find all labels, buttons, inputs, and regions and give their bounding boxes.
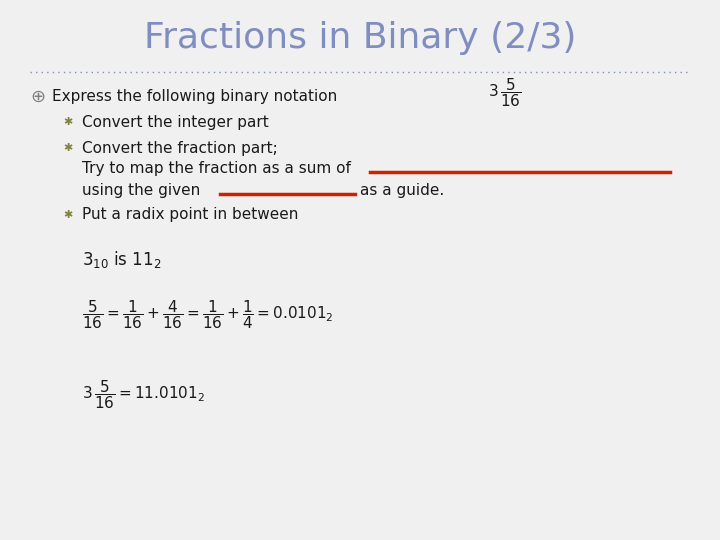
- Text: using the given: using the given: [82, 183, 200, 198]
- Text: ✱: ✱: [63, 117, 73, 127]
- Text: $3\,\dfrac{5}{16}=11.0101_2$: $3\,\dfrac{5}{16}=11.0101_2$: [82, 379, 205, 411]
- Text: Convert the integer part: Convert the integer part: [82, 114, 269, 130]
- Text: ⊕: ⊕: [30, 88, 45, 106]
- Text: ✱: ✱: [63, 210, 73, 220]
- Text: $3\,\dfrac{5}{16}$: $3\,\dfrac{5}{16}$: [488, 77, 521, 110]
- Text: Put a radix point in between: Put a radix point in between: [82, 207, 298, 222]
- Text: Express the following binary notation: Express the following binary notation: [52, 90, 337, 105]
- Text: $\dfrac{5}{16}=\dfrac{1}{16}+\dfrac{4}{16}=\dfrac{1}{16}+\dfrac{1}{4}=0.0101_2$: $\dfrac{5}{16}=\dfrac{1}{16}+\dfrac{4}{1…: [82, 299, 333, 332]
- Text: ✱: ✱: [63, 143, 73, 153]
- Text: Try to map the fraction as a sum of: Try to map the fraction as a sum of: [82, 160, 351, 176]
- Text: Fractions in Binary (2/3): Fractions in Binary (2/3): [144, 21, 576, 55]
- Text: $3_{10}$ is $11_2$: $3_{10}$ is $11_2$: [82, 249, 161, 271]
- Text: as a guide.: as a guide.: [360, 183, 444, 198]
- Text: Convert the fraction part;: Convert the fraction part;: [82, 140, 278, 156]
